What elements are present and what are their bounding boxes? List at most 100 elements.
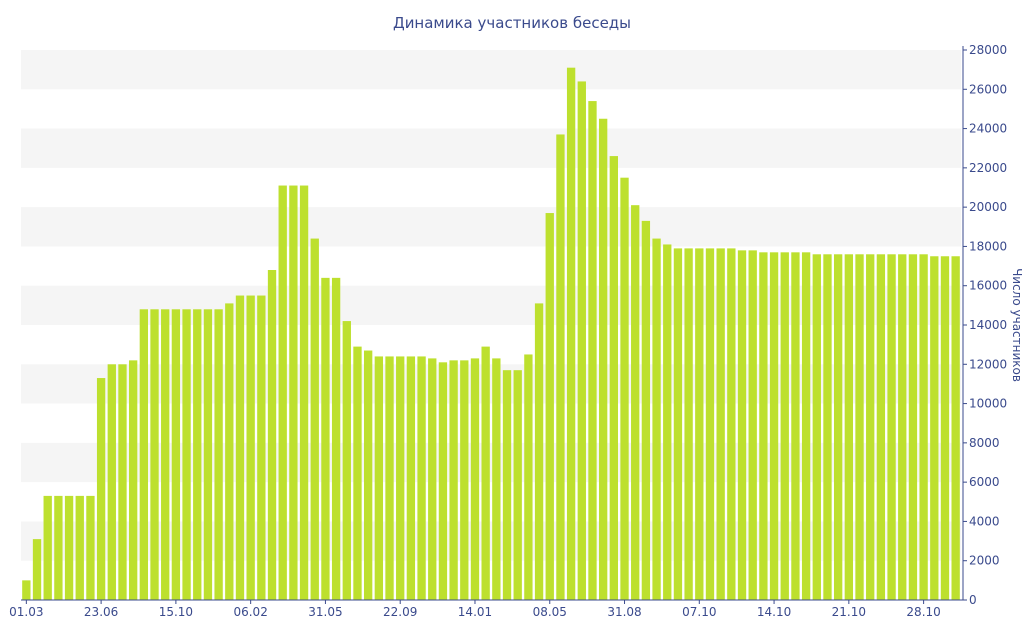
bar	[727, 248, 736, 600]
bar	[161, 309, 170, 600]
bar	[534, 303, 544, 600]
grid-band	[21, 50, 961, 90]
x-tick-label: 06.02	[233, 605, 267, 619]
x-tick-label: 31.08	[607, 605, 641, 619]
bar	[182, 309, 191, 600]
bar	[385, 356, 394, 600]
bar	[566, 67, 576, 601]
y-tick-label: 6000	[969, 475, 1000, 489]
bar	[449, 360, 458, 600]
x-tick-label: 23.06	[84, 605, 118, 619]
bar	[524, 354, 533, 600]
bar	[705, 248, 715, 600]
bar	[139, 309, 149, 600]
y-axis-label: Число участников	[1010, 268, 1024, 382]
bar	[96, 378, 106, 600]
bar	[203, 309, 213, 600]
bar	[908, 254, 918, 601]
bar	[545, 213, 554, 601]
y-tick-label: 8000	[969, 436, 1000, 450]
bar	[492, 358, 501, 600]
grid-band	[21, 128, 961, 168]
bar	[417, 356, 426, 600]
bar	[812, 254, 821, 601]
bar	[898, 254, 907, 601]
bar	[577, 81, 586, 601]
x-tick-label: 15.10	[159, 605, 193, 619]
x-tick-label: 08.05	[533, 605, 567, 619]
y-tick-label: 0	[969, 593, 977, 607]
bar	[951, 256, 960, 600]
bar	[22, 580, 31, 600]
bar	[759, 252, 768, 600]
y-tick-label: 18000	[969, 239, 1007, 253]
y-tick-label: 22000	[969, 161, 1007, 175]
bar	[289, 185, 298, 601]
y-tick-labels: 0 2000 4000 6000 8000 10000 12000 14000 16000 180…	[963, 43, 1007, 607]
y-tick-label: 10000	[969, 397, 1007, 411]
grid-band	[21, 207, 961, 247]
bar	[641, 220, 651, 600]
bar	[246, 295, 255, 600]
bar	[737, 250, 747, 601]
x-tick-label: 31.05	[308, 605, 342, 619]
x-tick-label: 21.10	[832, 605, 866, 619]
bar	[107, 364, 116, 600]
bar	[684, 248, 693, 600]
bar	[844, 254, 853, 601]
x-tick-label: 01.03	[9, 605, 43, 619]
bar	[598, 118, 608, 600]
bar	[663, 244, 672, 600]
bar	[353, 346, 362, 600]
y-tick-label: 4000	[969, 514, 1000, 528]
bar	[128, 360, 138, 600]
bar	[86, 495, 95, 600]
y-tick-label: 14000	[969, 318, 1007, 332]
bar	[866, 254, 875, 601]
y-tick-label: 28000	[969, 43, 1007, 57]
x-tick-label: 07.10	[682, 605, 716, 619]
bars	[22, 67, 960, 601]
bar	[502, 370, 512, 600]
bar	[460, 360, 469, 600]
bar	[438, 362, 448, 600]
bar	[193, 309, 202, 600]
bar	[235, 295, 245, 600]
bar	[278, 185, 287, 601]
bar	[374, 356, 384, 600]
y-tick-label: 26000	[969, 82, 1007, 96]
bar	[673, 248, 683, 600]
bar	[716, 248, 725, 600]
bar	[769, 252, 779, 600]
bar	[919, 254, 928, 601]
bar	[64, 495, 74, 600]
bar	[470, 358, 480, 600]
bar	[620, 177, 629, 600]
y-tick-label: 2000	[969, 554, 1000, 568]
bar	[225, 303, 234, 600]
y-tick-label: 24000	[969, 122, 1007, 136]
bar	[609, 156, 618, 600]
bar	[54, 495, 63, 600]
bar	[342, 321, 351, 600]
x-tick-label: 28.10	[906, 605, 940, 619]
bar	[556, 134, 565, 600]
bar	[118, 364, 127, 600]
bar	[855, 254, 864, 601]
bar	[331, 277, 341, 600]
bar	[791, 252, 800, 600]
bar	[310, 238, 319, 600]
bar	[631, 205, 640, 600]
bar	[43, 495, 52, 600]
bar	[695, 248, 704, 600]
y-tick-label: 12000	[969, 357, 1007, 371]
bar	[876, 254, 886, 601]
chart-title: Динамика участников беседы	[393, 14, 631, 32]
bar	[396, 356, 405, 600]
bar	[588, 101, 597, 600]
bar	[513, 370, 522, 600]
bar	[833, 254, 843, 601]
bar	[32, 539, 42, 600]
bar	[214, 309, 223, 600]
